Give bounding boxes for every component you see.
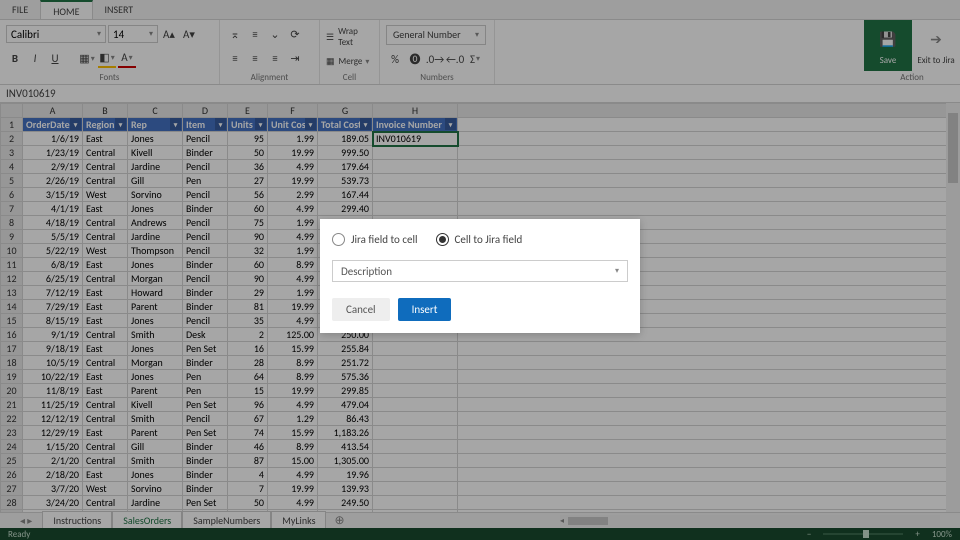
insert-to-jira-dialog: Jira field to cell Cell to Jira field De… xyxy=(320,219,640,333)
cancel-button[interactable]: Cancel xyxy=(332,298,390,321)
insert-button[interactable]: Insert xyxy=(398,298,452,321)
radio-jira-to-cell[interactable]: Jira field to cell xyxy=(332,233,418,246)
field-dropdown[interactable]: Description▾ xyxy=(332,260,628,282)
radio-cell-to-jira[interactable]: Cell to Jira field xyxy=(436,233,523,246)
